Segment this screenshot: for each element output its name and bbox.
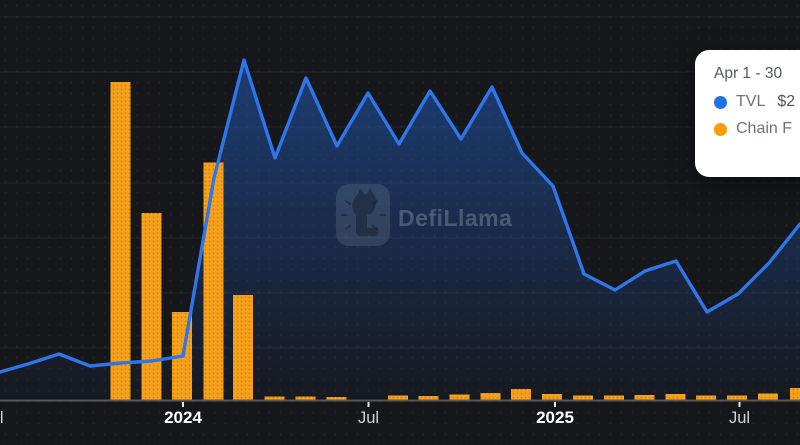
chain-fees-bar[interactable] — [634, 395, 655, 400]
defillama-logo-icon — [336, 184, 390, 246]
chain-fees-label: Chain F — [736, 120, 793, 137]
x-axis-line — [0, 399, 800, 402]
x-axis-tick — [554, 402, 556, 407]
tooltip-fees-row: Chain F — [714, 120, 800, 138]
tvl-legend-dot-icon — [714, 95, 727, 109]
tvl-label: TVL — [736, 93, 766, 110]
x-axis-label: Jul — [358, 409, 379, 427]
chain-fees-bar[interactable] — [542, 394, 562, 400]
chain-fees-bar[interactable] — [264, 396, 285, 400]
x-axis-tick — [738, 402, 741, 407]
chain-fees-bar[interactable] — [388, 395, 408, 400]
tooltip-tvl-row: TVL $2 — [714, 93, 800, 111]
chain-fees-bar[interactable] — [203, 162, 224, 400]
chain-fees-bar[interactable] — [449, 394, 470, 400]
x-axis-label: Jul — [729, 409, 750, 427]
tvl-area — [0, 60, 800, 400]
x-axis-tick — [367, 402, 370, 407]
x-axis-label: 2024 — [164, 408, 202, 427]
chain-fees-bar[interactable] — [790, 388, 800, 400]
watermark-text: DefiLlama — [398, 205, 512, 231]
chain-fees-bar[interactable] — [110, 82, 131, 400]
chain-fees-bar[interactable] — [758, 393, 778, 400]
chain-fees-bar[interactable] — [573, 395, 593, 400]
chain-fees-bar[interactable] — [418, 396, 439, 400]
tvl-line[interactable] — [0, 58, 800, 374]
chain-fees-bar[interactable] — [141, 213, 162, 400]
chain-fees-legend-dot-icon — [714, 122, 727, 136]
chain-fees-bar[interactable] — [665, 394, 686, 400]
chain-fees-bar[interactable] — [727, 395, 747, 400]
llama-silhouette — [352, 188, 379, 236]
chain-fees-bar[interactable] — [295, 396, 316, 400]
chart-tooltip: Apr 1 - 30 TVL $2 Chain F — [695, 50, 800, 177]
tvl-value: $2 — [777, 93, 796, 110]
chain-fees-bar[interactable] — [511, 389, 531, 400]
defillama-watermark: DefiLlama — [336, 184, 512, 246]
x-axis-tick — [182, 402, 184, 407]
tooltip-date-range: Apr 1 - 30 — [714, 65, 783, 82]
chain-fees-bar[interactable] — [696, 395, 716, 400]
chain-fees-bar[interactable] — [480, 393, 501, 400]
x-axis-label: 2025 — [536, 408, 574, 427]
chain-fees-bar[interactable] — [233, 295, 253, 400]
chain-fees-bar[interactable] — [604, 395, 624, 400]
chain-fees-bar[interactable] — [326, 397, 347, 400]
x-axis-label: Jul — [0, 409, 4, 427]
